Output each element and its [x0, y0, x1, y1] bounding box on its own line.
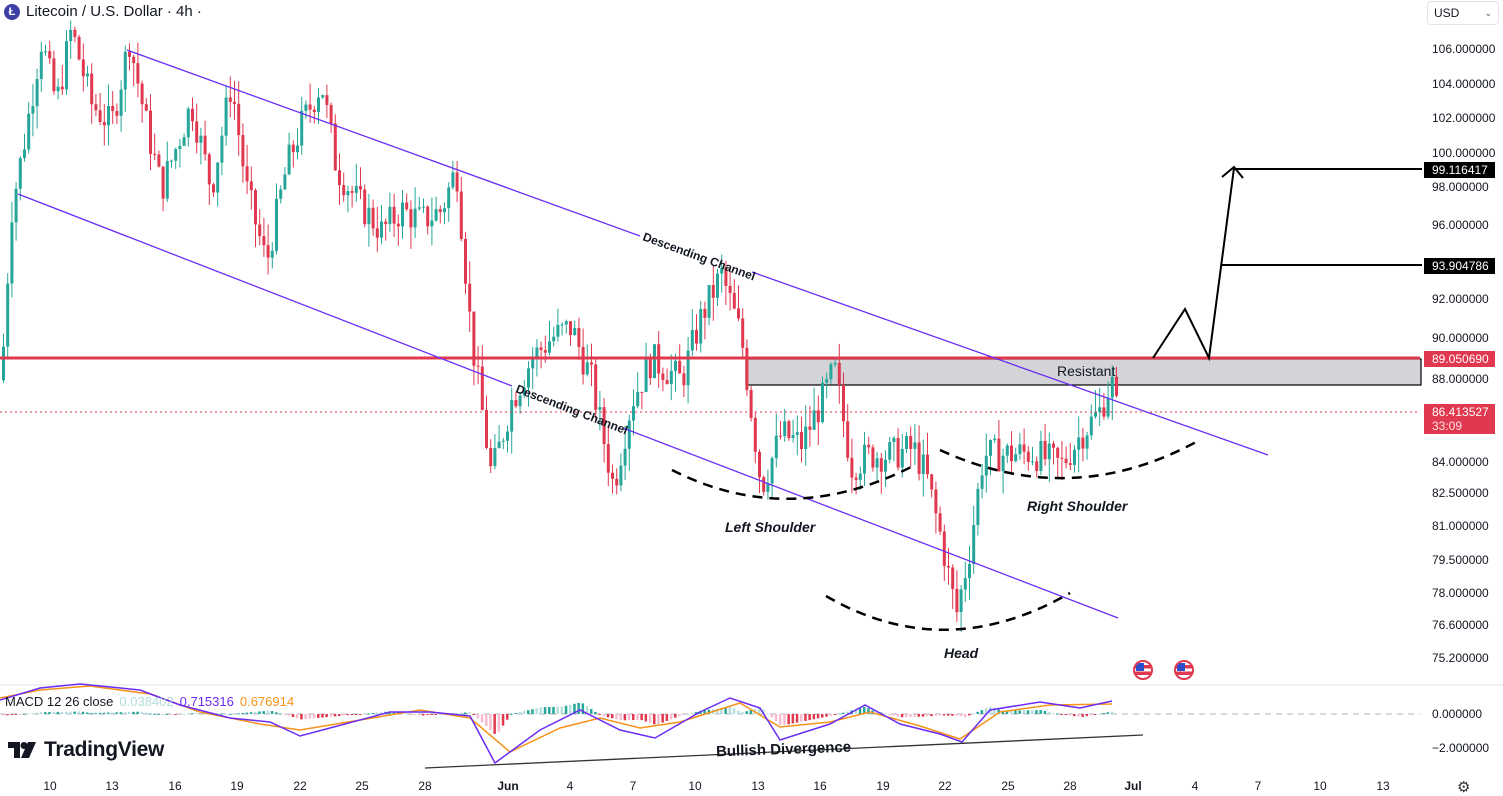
resistance-zone[interactable]: [745, 358, 1422, 386]
lower-channel-line-cont[interactable]: [622, 427, 1119, 619]
time-axis-label: 7: [629, 779, 637, 793]
time-axis-label: 13: [1376, 779, 1390, 793]
right-shoulder-label: Right Shoulder: [1027, 498, 1128, 514]
head-arc: [825, 591, 1071, 631]
currency-value: USD: [1434, 6, 1460, 20]
tradingview-logo-icon: [8, 742, 36, 758]
macd-legend[interactable]: MACD 12 26 close 0.038402 0.715316 0.676…: [5, 694, 294, 709]
time-axis-label: 19: [230, 779, 244, 793]
price-axis-label: 106.000000: [1432, 42, 1496, 56]
time-axis-label: 4: [566, 779, 574, 793]
lower-channel-line[interactable]: [17, 193, 513, 387]
price-axis-label: 78.000000: [1432, 586, 1489, 600]
time-axis-label: 10: [688, 779, 702, 793]
upper-channel-line-cont[interactable]: [751, 271, 1269, 456]
time-axis-label: 10: [43, 779, 57, 793]
time-axis-label: 13: [751, 779, 765, 793]
head-label: Head: [944, 645, 979, 661]
last-price-tag: 86.413527 33:09: [1424, 404, 1495, 434]
macd-label: MACD 12 26 close: [5, 694, 114, 709]
symbol-title: Litecoin / U.S. Dollar · 4h ·: [26, 3, 202, 20]
time-axis-label: Jun: [497, 779, 519, 793]
time-axis-label: 19: [876, 779, 890, 793]
price-level-tag: 93.904786: [1424, 258, 1495, 274]
macd-histogram-value: 0.038402: [119, 694, 174, 709]
symbol-header[interactable]: Ł Litecoin / U.S. Dollar · 4h ·: [4, 3, 202, 20]
us-flag-event-icon[interactable]: [1133, 660, 1153, 680]
us-flag-event-icon[interactable]: [1174, 660, 1194, 680]
time-axis-label: 4: [1191, 779, 1199, 793]
price-axis-label: 76.600000: [1432, 618, 1489, 632]
candlesticks: [2, 20, 1118, 632]
tradingview-logo[interactable]: TradingView: [8, 738, 164, 762]
price-axis-label: 96.000000: [1432, 218, 1489, 232]
resistance-label: Resistant: [1057, 363, 1115, 379]
upper-channel-label: Descending Channel: [641, 230, 757, 284]
macd-axis-label: 0.000000: [1432, 707, 1483, 721]
price-axis-label: 98.000000: [1432, 180, 1489, 194]
time-axis-label: 25: [1001, 779, 1015, 793]
time-axis-label: 10: [1313, 779, 1327, 793]
upper-channel-line[interactable]: [126, 49, 641, 237]
divergence-line[interactable]: [424, 734, 1144, 769]
price-axis-label: 82.500000: [1432, 486, 1489, 500]
price-level-tag: 99.116417: [1424, 162, 1495, 178]
currency-select[interactable]: USD ⌄: [1427, 1, 1499, 25]
time-axis-label: 13: [105, 779, 119, 793]
time-axis-label: 22: [293, 779, 307, 793]
litecoin-icon: Ł: [4, 3, 20, 20]
price-level-tag: 89.050690: [1424, 351, 1495, 367]
tradingview-logo-text: TradingView: [44, 738, 165, 761]
time-axis-label: 28: [418, 779, 432, 793]
price-axis-label: 75.200000: [1432, 651, 1489, 665]
price-axis-label: 100.000000: [1432, 146, 1496, 160]
time-axis-label: Jul: [1124, 779, 1142, 793]
price-axis-label: 84.000000: [1432, 455, 1489, 469]
time-axis-label: 28: [1063, 779, 1077, 793]
arrow-head-icon: [1221, 165, 1244, 179]
lower-channel-label: Descending Channel: [514, 382, 630, 438]
left-shoulder-label: Left Shoulder: [725, 519, 816, 535]
macd-signal-line: [0, 685, 1113, 753]
price-axis-label: 81.000000: [1432, 519, 1489, 533]
settings-gear-icon[interactable]: ⚙: [1457, 779, 1471, 796]
left-shoulder-arc: [671, 463, 916, 501]
right-shoulder-arc: [939, 440, 1197, 480]
time-axis-label: 16: [813, 779, 827, 793]
price-axis-label: 79.500000: [1432, 553, 1489, 567]
time-axis-label: 16: [168, 779, 182, 793]
price-axis-label: 102.000000: [1432, 111, 1496, 125]
macd-value: 0.715316: [179, 694, 234, 709]
time-axis-label: 7: [1254, 779, 1262, 793]
price-axis-label: 104.000000: [1432, 77, 1496, 91]
chevron-down-icon: ⌄: [1484, 7, 1492, 18]
macd-axis-label: −2.000000: [1432, 741, 1490, 755]
price-axis-label: 88.000000: [1432, 372, 1489, 386]
price-axis-label: 92.000000: [1432, 292, 1489, 306]
price-axis-label: 90.000000: [1432, 331, 1489, 345]
time-axis-label: 22: [938, 779, 952, 793]
macd-line: [0, 683, 1113, 765]
projection-path[interactable]: [1152, 167, 1235, 362]
time-axis-label: 25: [355, 779, 369, 793]
macd-signal-value: 0.676914: [239, 694, 295, 709]
